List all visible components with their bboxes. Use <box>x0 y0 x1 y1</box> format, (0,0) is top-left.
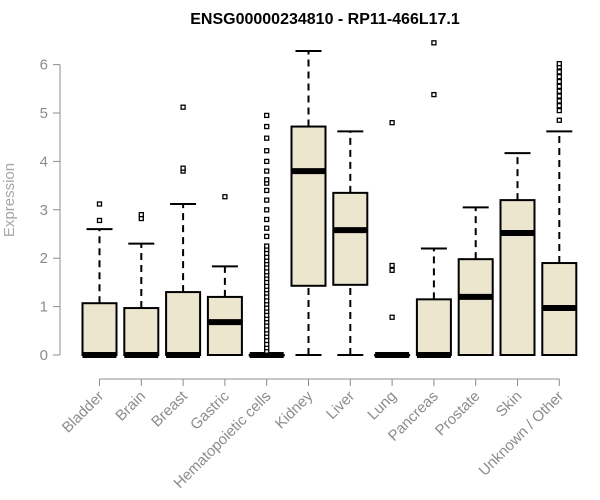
outlier-point <box>264 112 270 119</box>
box-body <box>123 307 160 356</box>
y-tick-label: 2 <box>40 250 48 267</box>
outlier-point <box>96 201 103 207</box>
outlier-point <box>264 225 270 231</box>
box-body <box>290 125 327 287</box>
box-group <box>206 194 243 357</box>
x-tick-label: Liver <box>323 388 358 423</box>
box-group <box>165 104 202 358</box>
outlier-point <box>556 117 562 123</box>
outlier-point <box>556 74 562 80</box>
outlier-point <box>389 262 395 269</box>
x-tick-label: Skin <box>493 388 526 421</box>
x-tick-label: Kidney <box>272 387 317 432</box>
box-body <box>415 298 452 356</box>
outlier-point <box>96 217 103 224</box>
outlier-point <box>264 168 270 174</box>
outlier-point <box>180 165 186 171</box>
box-group <box>457 206 494 356</box>
x-tick-label: Prostate <box>432 388 484 440</box>
outlier-point <box>556 103 562 109</box>
box-body <box>499 199 536 356</box>
box-group <box>499 152 536 356</box>
outlier-point <box>264 135 270 141</box>
x-tick-label: Breast <box>148 387 191 430</box>
outlier-point <box>264 187 270 194</box>
outlier-point <box>556 93 562 99</box>
outlier-point <box>431 40 437 46</box>
box-group <box>123 211 160 358</box>
box-group <box>290 50 327 356</box>
outlier-point <box>556 98 562 104</box>
outlier-point <box>264 158 270 165</box>
outlier-point <box>389 267 395 273</box>
outlier-point <box>264 197 270 203</box>
y-tick-label: 0 <box>40 347 48 364</box>
chart-title: ENSG00000234810 - RP11-466L17.1 <box>190 11 460 28</box>
outlier-point <box>431 91 437 98</box>
box-group <box>374 120 411 358</box>
y-tick-label: 3 <box>40 202 48 219</box>
outlier-point <box>264 243 270 249</box>
outlier-point <box>138 211 144 218</box>
box-group <box>415 40 452 358</box>
outlier-point <box>222 194 228 200</box>
outlier-point <box>556 60 562 67</box>
outlier-point <box>264 177 270 183</box>
outlier-point <box>264 123 270 130</box>
outlier-point <box>264 148 270 154</box>
y-tick-label: 1 <box>40 299 48 316</box>
y-axis-label: Expression <box>1 163 18 237</box>
box-group <box>248 112 285 358</box>
outlier-point <box>556 88 562 94</box>
outlier-point <box>389 120 395 126</box>
outlier-point <box>389 314 395 320</box>
box-body <box>206 295 243 357</box>
outlier-point <box>556 107 562 114</box>
x-tick-label: Bladder <box>59 388 108 437</box>
y-axis: 0 1 2 3 4 5 6 <box>40 57 61 364</box>
box-body <box>165 291 202 356</box>
box-group <box>541 60 578 357</box>
outlier-point <box>556 69 562 75</box>
y-tick-label: 5 <box>40 105 48 122</box>
boxes-layer <box>81 40 578 358</box>
x-tick-label: Brain <box>112 388 149 425</box>
box-group <box>332 130 369 356</box>
outlier-point <box>556 83 562 90</box>
outlier-point <box>264 216 270 223</box>
outlier-point <box>264 233 270 240</box>
outlier-point <box>180 104 186 110</box>
box-body <box>457 258 494 356</box>
box-body <box>332 191 369 286</box>
y-tick-label: 6 <box>40 57 48 74</box>
outlier-point <box>264 207 270 213</box>
box-group <box>81 201 118 358</box>
x-tick-label: Lung <box>364 388 400 424</box>
y-tick-label: 4 <box>40 153 48 170</box>
box-body <box>81 302 118 357</box>
outlier-point <box>556 78 562 85</box>
